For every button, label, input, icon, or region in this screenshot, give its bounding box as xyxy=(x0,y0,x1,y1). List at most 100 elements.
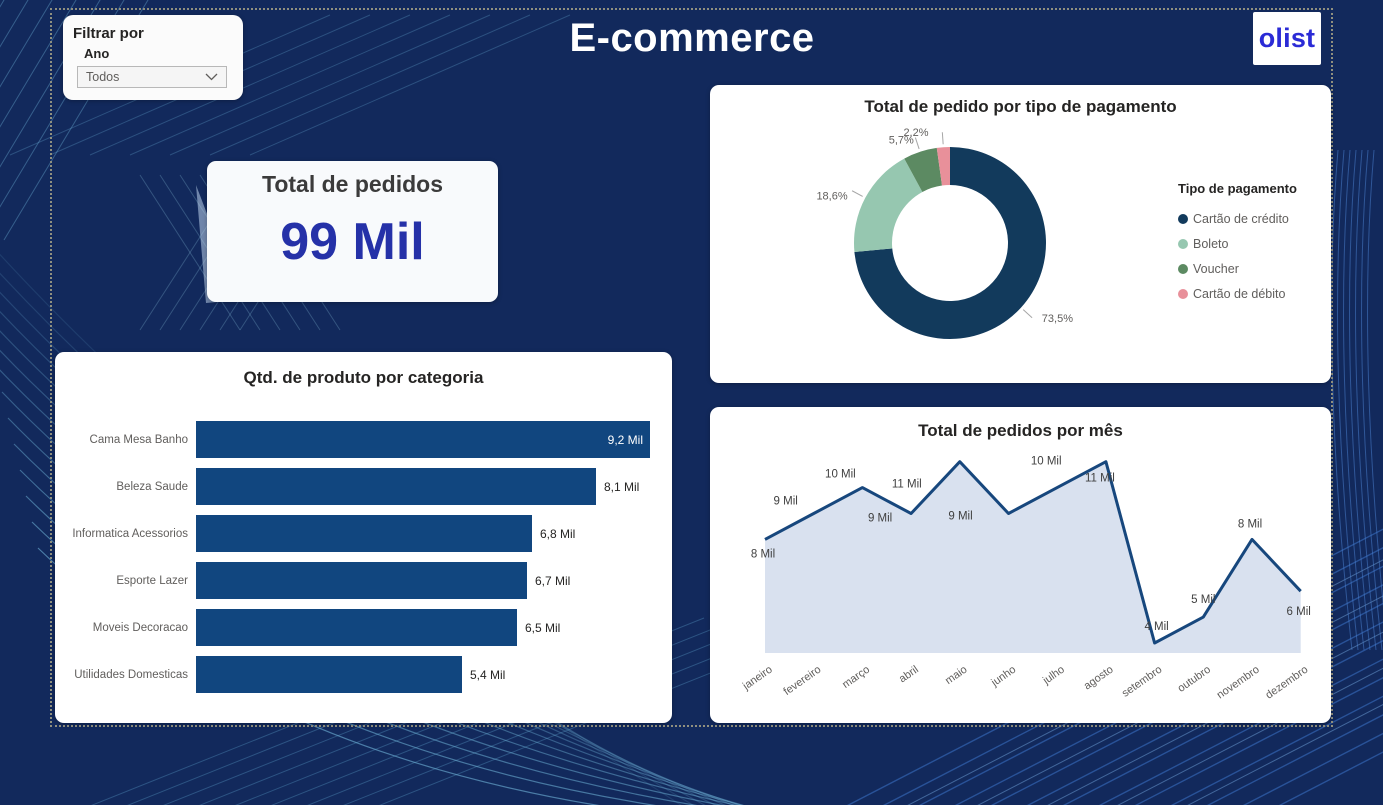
line-value-label: 8 Mil xyxy=(751,548,775,560)
legend-item-label: Voucher xyxy=(1193,261,1239,276)
legend-item-1[interactable]: Boleto xyxy=(1178,231,1297,256)
payment-legend: Tipo de pagamento Cartão de crédito Bolet… xyxy=(1178,181,1297,306)
legend-dot-icon xyxy=(1178,213,1188,224)
bar-track: 9,2 Mil xyxy=(196,421,672,458)
donut-percent-label: 5,7% xyxy=(889,135,914,147)
bar-row-0: Cama Mesa Banho 9,2 Mil xyxy=(55,421,672,458)
bar-row-2: Informatica Acessorios 6,8 Mil xyxy=(55,515,672,552)
month-axis-label: janeiro xyxy=(740,664,775,693)
page-title: E-commerce xyxy=(569,16,815,60)
donut-percent-label: 18,6% xyxy=(816,190,847,202)
month-axis-label: novembro xyxy=(1215,664,1262,702)
month-axis-label: agosto xyxy=(1082,664,1116,693)
line-value-label: 4 Mil xyxy=(1144,621,1168,633)
legend-title: Tipo de pagamento xyxy=(1178,181,1297,196)
bar-0[interactable]: 9,2 Mil xyxy=(196,421,650,458)
line-chart-line[interactable] xyxy=(764,460,1302,645)
month-axis-label: junho xyxy=(988,664,1018,690)
bar-value-label: 6,7 Mil xyxy=(535,573,571,588)
legend-item-label: Cartão de crédito xyxy=(1193,211,1289,226)
legend-item-3[interactable]: Cartão de débito xyxy=(1178,281,1297,306)
bar-value-label: 6,5 Mil xyxy=(525,620,561,635)
line-value-label: 5 Mil xyxy=(1191,594,1215,606)
kpi-title: Total de pedidos xyxy=(261,171,444,197)
year-dropdown[interactable]: Todos xyxy=(77,66,227,88)
bar-category-label: Esporte Lazer xyxy=(116,574,188,587)
bar-chart-title: Qtd. de produto por categoria xyxy=(243,368,484,387)
donut-callout-line xyxy=(1022,309,1033,319)
chevron-down-icon xyxy=(205,73,218,81)
donut-callout-line xyxy=(851,190,863,197)
legend-item-0[interactable]: Cartão de crédito xyxy=(1178,206,1297,231)
monthly-line-card: Total de pedidos por mês 8 Mil 9 Mil 10 Mi… xyxy=(710,407,1331,723)
kpi-card: Total de pedidos 99 Mil xyxy=(207,161,498,302)
donut-slice-1[interactable] xyxy=(854,158,923,253)
month-axis-label: julho xyxy=(1040,664,1067,688)
legend-dot-icon xyxy=(1178,263,1188,274)
filter-field-label: Ano xyxy=(84,46,110,61)
line-chart-area xyxy=(765,461,1301,653)
payment-donut-card: Total de pedido por tipo de pagamento 73… xyxy=(710,85,1331,383)
bar-2[interactable] xyxy=(196,515,532,552)
bar-value-label: 8,1 Mil xyxy=(604,479,640,494)
bar-track: 6,8 Mil xyxy=(196,515,672,552)
donut-slice-0[interactable] xyxy=(854,147,1046,339)
bar-value-label: 9,2 Mil xyxy=(607,432,643,447)
donut-slice-2[interactable] xyxy=(904,147,943,192)
legend-dot-icon xyxy=(1178,288,1188,299)
kpi-value: 99 Mil xyxy=(280,213,425,271)
line-value-label: 9 Mil xyxy=(868,513,892,525)
legend-items: Cartão de crédito Boleto Voucher Cartão de … xyxy=(1178,206,1297,306)
month-axis-label: fevereiro xyxy=(781,664,823,698)
filter-card: Filtrar por Ano Todos xyxy=(63,15,243,100)
bar-value-label: 6,8 Mil xyxy=(540,526,576,541)
legend-item-label: Boleto xyxy=(1193,236,1229,251)
line-value-label: 8 Mil xyxy=(1238,518,1262,530)
bar-row-4: Moveis Decoracao 6,5 Mil xyxy=(55,609,672,646)
legend-item-2[interactable]: Voucher xyxy=(1178,256,1297,281)
donut-callout-line xyxy=(914,137,920,150)
donut-percent-label: 2,2% xyxy=(903,127,928,139)
donut-callout-line xyxy=(941,132,944,145)
filter-title: Filtrar por xyxy=(73,25,144,42)
bar-row-3: Esporte Lazer 6,7 Mil xyxy=(55,562,672,599)
legend-dot-icon xyxy=(1178,238,1188,249)
month-axis-label: outubro xyxy=(1176,664,1213,695)
legend-item-label: Cartão de débito xyxy=(1193,286,1286,301)
month-axis-label: setembro xyxy=(1120,664,1164,700)
bar-1[interactable] xyxy=(196,468,596,505)
month-axis-label: março xyxy=(840,664,872,691)
bar-row-5: Utilidades Domesticas 5,4 Mil xyxy=(55,656,672,693)
year-dropdown-value: Todos xyxy=(86,70,120,84)
bar-track: 8,1 Mil xyxy=(196,468,672,505)
line-value-label: 11 Mil xyxy=(892,479,922,491)
bar-category-label: Cama Mesa Banho xyxy=(89,433,188,446)
category-bar-card: Qtd. de produto por categoria Cama Mesa … xyxy=(55,352,672,723)
month-axis-label: maio xyxy=(943,664,969,688)
line-chart-title: Total de pedidos por mês xyxy=(918,421,1123,440)
donut-percent-label: 73,5% xyxy=(1042,313,1073,325)
month-axis-label: dezembro xyxy=(1263,664,1310,702)
line-value-label: 9 Mil xyxy=(774,496,798,508)
line-value-label: 11 Mil xyxy=(1085,473,1115,485)
olist-logo: olist xyxy=(1253,12,1321,65)
bar-category-label: Utilidades Domesticas xyxy=(74,668,188,681)
donut-slice-3[interactable] xyxy=(936,147,950,186)
payment-donut-chart: 73,5% 18,6% 5,7%2,2% xyxy=(816,127,1073,339)
bar-track: 6,5 Mil xyxy=(196,609,672,646)
month-axis-label: abril xyxy=(897,664,921,686)
donut-chart-title: Total de pedido por tipo de pagamento xyxy=(864,97,1177,116)
bar-track: 6,7 Mil xyxy=(196,562,672,599)
bar-category-label: Moveis Decoracao xyxy=(92,621,188,634)
bar-chart: Cama Mesa Banho 9,2 Mil Beleza Saude 8,1 Mi… xyxy=(55,421,672,703)
bar-3[interactable] xyxy=(196,562,527,599)
bar-row-1: Beleza Saude 8,1 Mil xyxy=(55,468,672,505)
bar-category-label: Informatica Acessorios xyxy=(72,527,188,540)
bar-5[interactable] xyxy=(196,656,462,693)
bar-value-label: 5,4 Mil xyxy=(470,667,506,682)
bar-category-label: Beleza Saude xyxy=(116,480,188,493)
bar-4[interactable] xyxy=(196,609,517,646)
line-value-label: 6 Mil xyxy=(1287,606,1311,618)
line-value-label: 10 Mil xyxy=(825,469,856,481)
